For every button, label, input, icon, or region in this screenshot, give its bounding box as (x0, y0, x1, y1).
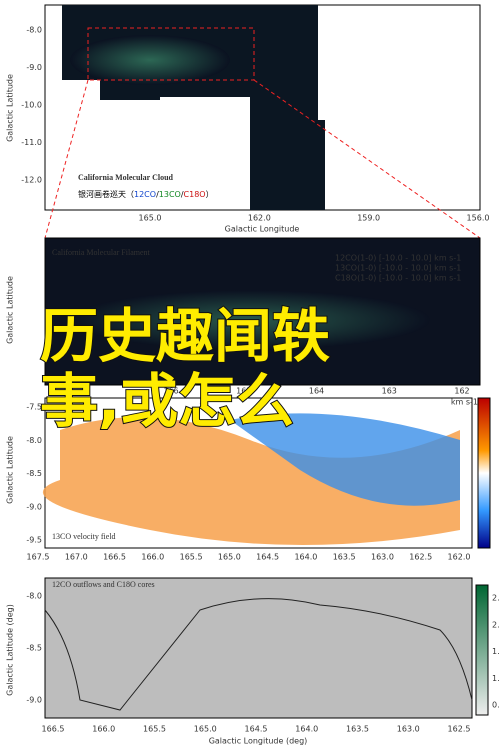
x-tick-label: 162.0 (448, 553, 471, 562)
y-tick-label: -8.5 (26, 644, 42, 653)
y-axis-label: Galactic Latitude (6, 74, 15, 142)
x-tick-label: 162.5 (448, 725, 471, 734)
frame (44, 577, 473, 719)
y-tick-label: -8.0 (26, 436, 42, 445)
y-tick-label: -12.0 (21, 176, 42, 185)
x-axis-label: Galactic Longitude (deg) (209, 737, 308, 746)
y-tick-label: 1.5 (492, 647, 500, 656)
legend-entry: 13CO(1-0) [-10.0 - 10.0] km s-1 (335, 264, 461, 273)
x-tick-label: 163.5 (333, 553, 356, 562)
x-axis-label: Galactic Longitude (225, 225, 300, 234)
zoom-box (87, 27, 255, 81)
emission (70, 290, 430, 350)
zoom-line (44, 79, 89, 239)
x-tick-label: 162.5 (409, 553, 432, 562)
x-tick-label: 166.0 (141, 553, 164, 562)
y-tick-label: -8.5 (26, 469, 42, 478)
y-tick-label: -11.0 (21, 138, 42, 147)
panel-subtitle: 银河画卷巡天（12CO/13CO/C18O） (78, 189, 214, 199)
contour (44, 598, 473, 711)
x-tick-label: 165 (236, 387, 251, 396)
x-tick-label: 165.0 (194, 725, 217, 734)
velocity-map (42, 417, 460, 545)
panel-title: 13CO velocity field (52, 532, 116, 541)
y-tick-label: -9.0 (26, 696, 42, 705)
panel-title: 12CO outflows and C18O cores (52, 580, 155, 589)
x-tick-label: 159.0 (357, 214, 380, 223)
x-tick-label: 164.0 (294, 553, 317, 562)
zoom-line (253, 79, 481, 239)
y-tick-label: 2.5 (492, 594, 500, 603)
x-tick-label: 166.5 (103, 553, 126, 562)
x-tick-label: 164.5 (245, 725, 268, 734)
x-tick-label: 167.5 (27, 553, 50, 562)
velocity-map (230, 413, 460, 506)
x-tick-label: 163 (382, 387, 397, 396)
x-tick-label: 163.0 (397, 725, 420, 734)
y-tick-label: -9.0 (26, 63, 42, 72)
x-tick-label: 165.0 (139, 214, 162, 223)
x-tick-label: 166 (163, 387, 178, 396)
y-axis-label: Galactic Latitude (6, 276, 15, 344)
y-tick-label: -7.5 (26, 403, 42, 412)
subtitle-part: C18O (184, 190, 206, 199)
subtitle-part: / (181, 190, 184, 199)
y-axis-label: Galactic Latitude (6, 436, 15, 504)
x-tick-label: 166.5 (42, 725, 65, 734)
y-axis-label: Galactic Latitude (deg) (6, 604, 15, 696)
y-tick-label: 0.5 (492, 701, 500, 710)
panel-title: California Molecular Cloud (78, 173, 174, 182)
x-tick-label: 162 (454, 387, 469, 396)
x-tick-label: 163.0 (371, 553, 394, 562)
overlay-text: 事,或怎么 (40, 367, 294, 435)
y-tick-label: -8.0 (26, 26, 42, 35)
x-tick-label: 164 (309, 387, 324, 396)
x-tick-label: 164.0 (295, 725, 318, 734)
y-tick-label: -9.0 (26, 502, 42, 511)
subtitle-part: 银河画卷巡天（ (78, 189, 134, 199)
overlay-text: 历史趣闻轶 (40, 302, 330, 370)
x-tick-label: 162.0 (248, 214, 271, 223)
x-tick-label: 165.5 (143, 725, 166, 734)
subtitle-part: 12CO (134, 190, 156, 199)
x-tick-label: 165.5 (180, 553, 203, 562)
x-tick-label: 156.0 (467, 214, 490, 223)
x-tick-label: 166.0 (92, 725, 115, 734)
subtitle-part: ） (206, 190, 214, 199)
legend-entry: C18O(1-0) [-10.0 - 10.0] km s-1 (335, 274, 461, 283)
y-tick-label: 2.0 (492, 620, 500, 629)
x-tick-label: 164.5 (256, 553, 279, 562)
x-tick-label: 163.5 (346, 725, 369, 734)
colorbar (477, 397, 491, 549)
y-tick-label: 1.0 (492, 674, 500, 683)
y-tick-label: -9.5 (26, 536, 42, 545)
x-tick-label: 165.0 (218, 553, 241, 562)
y-tick-label: -8.0 (26, 592, 42, 601)
panel-title: California Molecular Filament (52, 248, 151, 257)
emission (70, 35, 230, 85)
y-tick-label: -10.0 (21, 101, 42, 110)
x-tick-label: 167.0 (65, 553, 88, 562)
legend-entry: 12CO(1-0) [-10.0 - 10.0] km s-1 (335, 254, 461, 263)
colorbar-label: km s-1 (451, 398, 478, 407)
colorbar (475, 584, 489, 716)
subtitle-part: / (156, 190, 159, 199)
subtitle-part: 13CO (159, 190, 181, 199)
